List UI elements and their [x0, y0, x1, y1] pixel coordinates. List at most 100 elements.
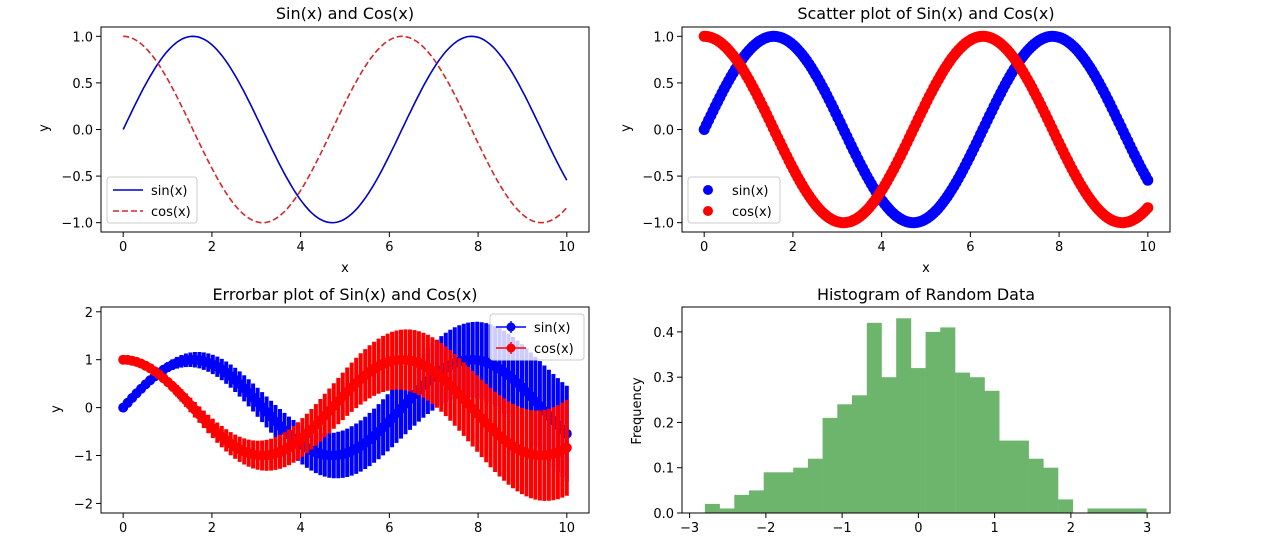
- histogram-bar: [852, 395, 867, 513]
- y-tick-label: 0.0: [653, 507, 674, 522]
- x-tick-label: 6: [385, 240, 393, 255]
- histogram-bar: [807, 458, 823, 513]
- x-tick-label: 2: [208, 521, 216, 536]
- x-tick-label: 4: [296, 521, 304, 536]
- x-axis-label: x: [341, 261, 349, 276]
- x-tick-label: −3: [680, 521, 699, 536]
- histogram-bar: [1102, 508, 1118, 513]
- y-tick-label: −0.5: [61, 170, 93, 185]
- plot-frame: [681, 306, 1171, 514]
- y-axis-label: y: [37, 124, 52, 132]
- y-tick-label: 1: [85, 354, 93, 369]
- series-points-cos: [698, 30, 1154, 229]
- chart-title: Errorbar plot of Sin(x) and Cos(x): [212, 285, 477, 304]
- y-tick-label: 0.5: [72, 77, 93, 92]
- subplot-histogram: Histogram of Random Data Frequency −3 −2 −…: [630, 285, 1171, 536]
- x-tick-label: 10: [559, 240, 576, 255]
- y-tick-label: −1.0: [61, 217, 93, 232]
- histogram-bar: [734, 494, 750, 513]
- x-tick-label: 3: [1143, 521, 1151, 536]
- histogram-bar: [822, 417, 838, 513]
- legend-label: sin(x): [534, 321, 570, 336]
- y-tick-label: −0.5: [642, 170, 674, 185]
- histogram-bar: [969, 377, 985, 513]
- y-axis-label: Frequency: [630, 377, 645, 444]
- series-errorbars-cos: [118, 329, 572, 501]
- histogram-bar: [1028, 458, 1044, 513]
- y-tick-label: 0.0: [72, 124, 93, 139]
- x-tick-label: −2: [756, 521, 775, 536]
- y-tick-label: 0.4: [653, 326, 674, 341]
- x-tick-label: 8: [474, 521, 482, 536]
- histogram-bar: [1013, 440, 1029, 513]
- legend-label: cos(x): [151, 205, 191, 220]
- legend-swatch: [506, 322, 516, 332]
- histogram-bar: [896, 318, 912, 513]
- subplot-errorbar: Errorbar plot of Sin(x) and Cos(x) y 0 2 4…: [49, 285, 590, 536]
- x-tick-label: 10: [1140, 240, 1157, 255]
- y-tick-label: −1: [74, 450, 93, 465]
- histogram-bar: [1131, 508, 1147, 513]
- series-line-sin: [122, 35, 568, 224]
- x-axis-label: x: [922, 261, 930, 276]
- histogram-bar: [984, 390, 1000, 513]
- histogram-bar: [749, 490, 764, 513]
- subplot-scatter: Scatter plot of Sin(x) and Cos(x) x y 0 2…: [619, 4, 1171, 276]
- histogram-bar: [763, 472, 779, 513]
- histogram-bar: [719, 508, 735, 513]
- y-tick-label: 0.2: [653, 416, 674, 431]
- x-tick-label: 2: [1067, 521, 1075, 536]
- y-axis-label: y: [49, 405, 64, 413]
- y-tick-label: 0.0: [653, 124, 674, 139]
- y-tick-label: 0.1: [653, 462, 674, 477]
- histogram-bar: [778, 472, 794, 513]
- histogram-bar: [1043, 467, 1059, 513]
- subplot-sin-cos-line: Sin(x) and Cos(x) x y 0 2 4 6 8 10 −1.0 −0.5 0.0…: [37, 4, 590, 276]
- histogram-bar: [1116, 508, 1132, 513]
- x-tick-label: 2: [208, 240, 216, 255]
- histogram-bar: [940, 327, 956, 513]
- histogram-bar: [881, 377, 897, 513]
- x-tick-label: 1: [990, 521, 998, 536]
- x-tick-label: 4: [877, 240, 885, 255]
- y-tick-label: 1.0: [653, 30, 674, 45]
- histogram-bar: [866, 322, 882, 513]
- series-line-cos: [123, 35, 568, 224]
- legend: sin(x) cos(x): [687, 176, 781, 224]
- histogram-bar: [704, 503, 720, 513]
- y-tick-label: −2: [74, 497, 93, 512]
- x-tick-label: 0: [119, 521, 127, 536]
- legend-swatch: [703, 206, 713, 216]
- scatter-point: [1142, 202, 1154, 214]
- x-tick-label: 8: [1055, 240, 1063, 255]
- y-tick-label: 2: [85, 306, 93, 321]
- errorbar-point: [561, 442, 572, 453]
- x-tick-label: 6: [966, 240, 974, 255]
- x-tick-label: 4: [296, 240, 304, 255]
- x-tick-label: 8: [474, 240, 482, 255]
- histogram-bar: [999, 440, 1015, 513]
- scatter-point: [1142, 174, 1154, 186]
- histogram-bar: [793, 467, 809, 513]
- x-tick-label: 0: [119, 240, 127, 255]
- legend-label: cos(x): [732, 205, 772, 220]
- histogram-bar: [1058, 499, 1074, 513]
- y-tick-label: −1.0: [642, 217, 674, 232]
- y-axis-label: y: [619, 124, 634, 132]
- legend: sin(x) cos(x): [106, 176, 198, 224]
- chart-title: Scatter plot of Sin(x) and Cos(x): [797, 4, 1054, 23]
- y-tick-label: 0: [85, 402, 93, 417]
- x-tick-label: 10: [559, 521, 576, 536]
- legend-swatch: [506, 343, 516, 353]
- x-tick-label: 0: [700, 240, 708, 255]
- legend-swatch: [703, 185, 713, 195]
- legend-label: sin(x): [732, 184, 768, 199]
- histogram-bar: [925, 331, 941, 513]
- histogram-bar: [1087, 508, 1103, 513]
- chart-title: Sin(x) and Cos(x): [276, 4, 414, 23]
- x-tick-label: 6: [385, 521, 393, 536]
- x-tick-label: 0: [914, 521, 922, 536]
- y-tick-label: 0.5: [653, 77, 674, 92]
- histogram-bar: [910, 368, 926, 513]
